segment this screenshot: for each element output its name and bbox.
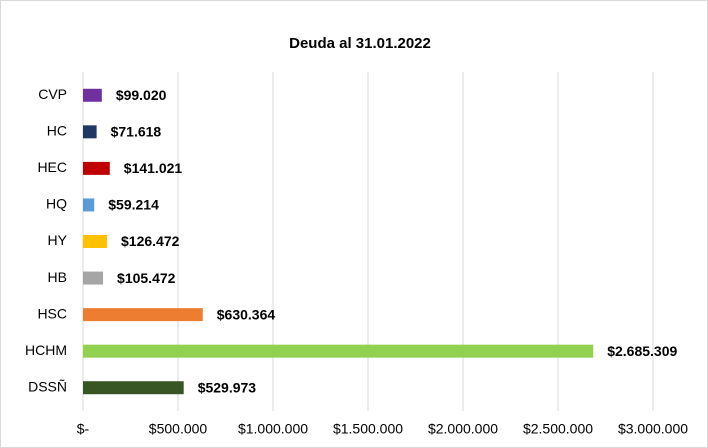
y-tick-label: DSSÑ bbox=[28, 378, 67, 394]
y-tick-label: HB bbox=[48, 269, 67, 285]
value-label: $71.618 bbox=[111, 124, 162, 140]
value-label: $529.973 bbox=[198, 379, 257, 395]
bar bbox=[83, 198, 95, 212]
value-label: $105.472 bbox=[117, 270, 176, 286]
y-tick-label: HCHM bbox=[25, 342, 67, 358]
x-tick-label: $3.000.000 bbox=[618, 421, 688, 437]
x-tick-label: $- bbox=[77, 421, 90, 437]
x-tick-label: $1.000.000 bbox=[238, 421, 308, 437]
value-label: $59.214 bbox=[108, 197, 159, 213]
bar bbox=[83, 235, 108, 248]
x-tick-label: $2.000.000 bbox=[428, 421, 498, 437]
bar bbox=[83, 308, 203, 322]
bar bbox=[83, 125, 97, 139]
bar bbox=[83, 88, 102, 102]
y-tick-label: HEC bbox=[37, 159, 67, 175]
y-tick-label: CVP bbox=[38, 86, 67, 102]
value-label: $99.020 bbox=[116, 87, 167, 103]
bar bbox=[83, 161, 110, 175]
value-label: $141.021 bbox=[124, 160, 183, 176]
chart-title: Deuda al 31.01.2022 bbox=[289, 35, 431, 52]
value-label: $126.472 bbox=[121, 233, 180, 249]
bar bbox=[83, 344, 594, 358]
x-tick-label: $500.000 bbox=[149, 421, 208, 437]
bar bbox=[83, 381, 184, 395]
value-label: $2.685.309 bbox=[607, 343, 677, 359]
bar bbox=[83, 271, 104, 285]
y-tick-label: HSC bbox=[37, 305, 67, 321]
y-tick-label: HQ bbox=[46, 196, 67, 212]
value-label: $630.364 bbox=[217, 306, 276, 322]
y-tick-label: HY bbox=[48, 232, 68, 248]
y-tick-label: HC bbox=[47, 123, 67, 139]
x-tick-label: $2.500.000 bbox=[523, 421, 593, 437]
x-tick-label: $1.500.000 bbox=[333, 421, 403, 437]
